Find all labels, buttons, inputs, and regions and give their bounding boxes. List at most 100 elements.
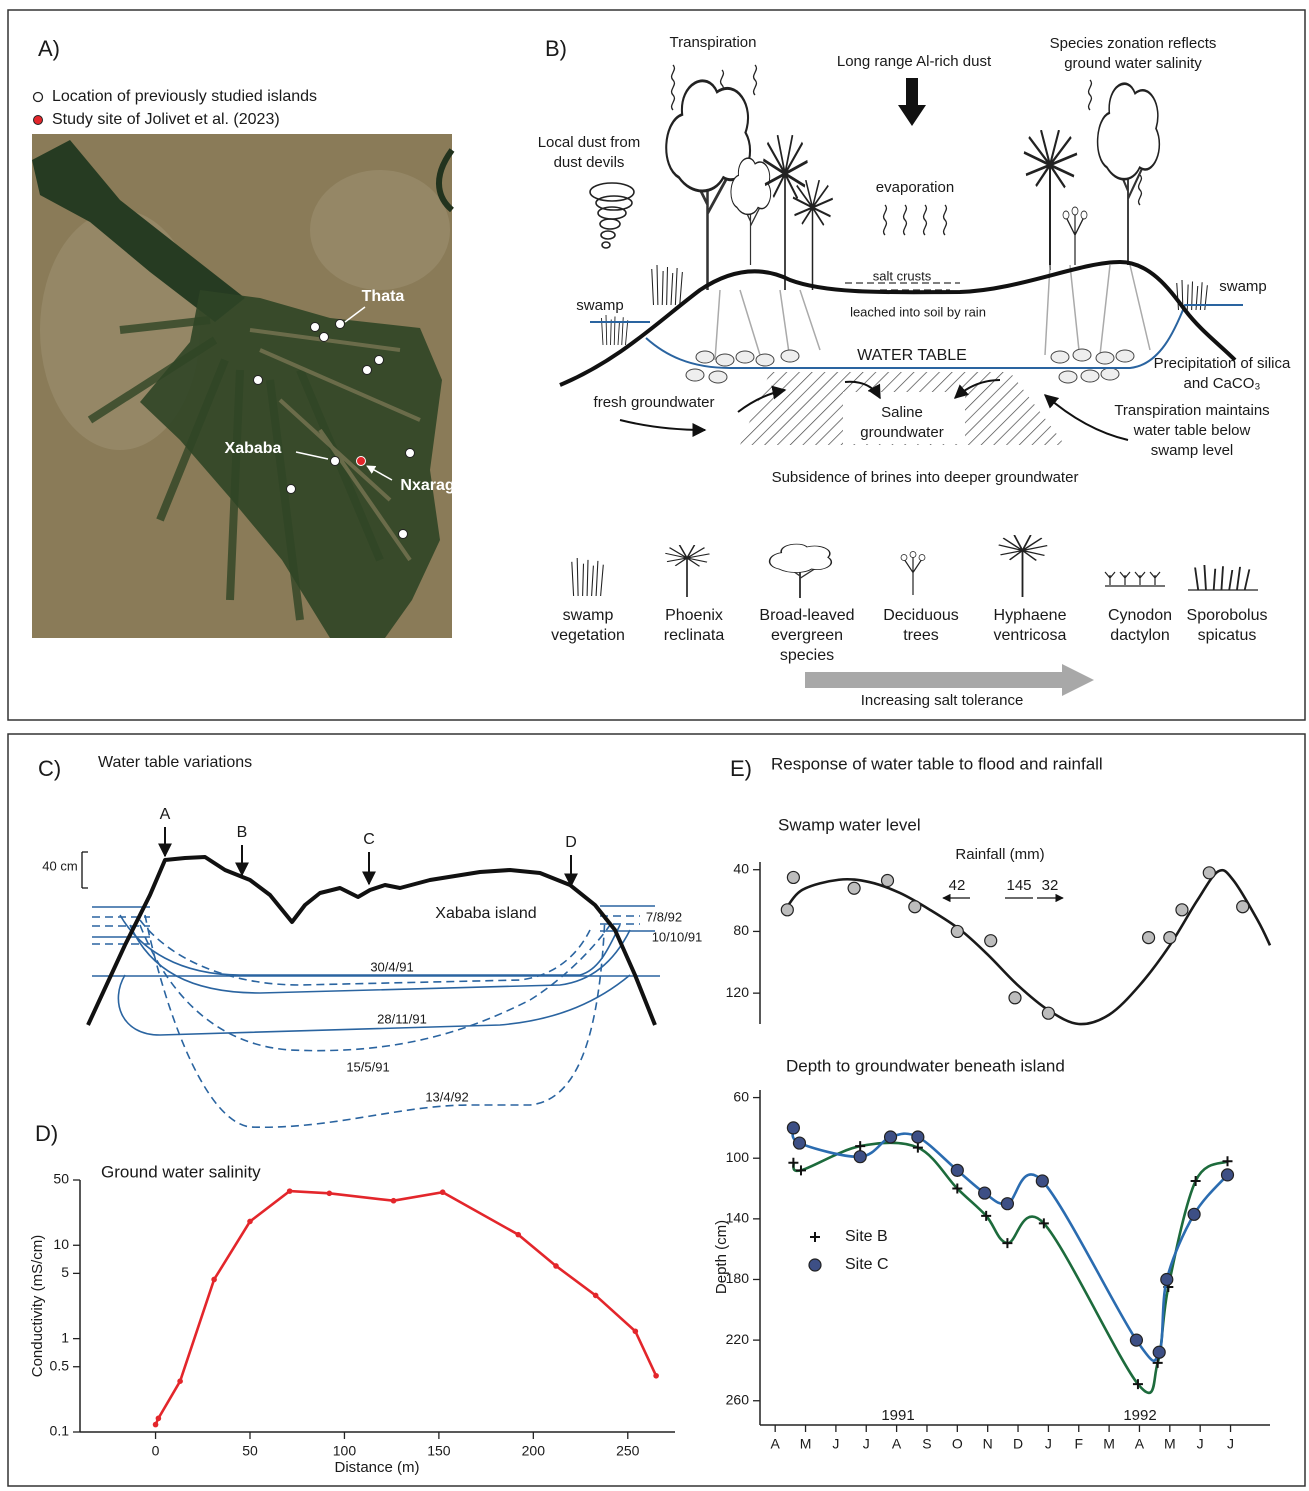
data-point bbox=[1164, 932, 1176, 944]
legend-label: Site B bbox=[845, 1228, 888, 1245]
x-tick-label: 150 bbox=[427, 1443, 451, 1459]
x-tick-label: N bbox=[983, 1436, 993, 1452]
chart-title: Ground water salinity bbox=[101, 1162, 261, 1181]
x-tick-label: A bbox=[1135, 1436, 1145, 1452]
x-tick-label: M bbox=[1103, 1436, 1115, 1452]
satellite-map-part-part bbox=[336, 320, 345, 329]
data-point bbox=[1001, 1198, 1013, 1210]
island-diagram-part-part bbox=[716, 354, 734, 366]
legend-marker bbox=[810, 1232, 820, 1242]
satellite-map-part-part bbox=[320, 333, 329, 342]
y-tick-label: 120 bbox=[726, 984, 750, 1000]
data-point bbox=[1130, 1334, 1142, 1346]
diagram-label: swamp bbox=[576, 297, 624, 314]
x-tick-label: 50 bbox=[242, 1443, 258, 1459]
diagram-label: Species zonation reflects bbox=[1050, 35, 1217, 52]
scale-label: 40 cm bbox=[42, 858, 77, 873]
island-diagram-part-part bbox=[601, 231, 615, 239]
data-point bbox=[985, 935, 997, 947]
figure: A)Location of previously studied islands… bbox=[0, 0, 1309, 1491]
data-point bbox=[1153, 1346, 1165, 1358]
y-tick-label: 40 bbox=[733, 860, 749, 876]
island-diagram-part-part bbox=[686, 369, 704, 381]
data-point bbox=[781, 904, 793, 916]
island-label: Xababa island bbox=[435, 905, 536, 922]
island-diagram-part bbox=[590, 183, 634, 248]
x-tick-label: J bbox=[1045, 1436, 1052, 1452]
diagram-label: groundwater bbox=[860, 424, 943, 441]
site-label: D bbox=[565, 834, 577, 851]
island-diagram-part-part bbox=[709, 371, 727, 383]
island-diagram-part-part bbox=[736, 351, 754, 363]
species-icons-part bbox=[901, 552, 925, 596]
data-point bbox=[1203, 867, 1215, 879]
island-diagram-part-part bbox=[781, 350, 799, 362]
diagram-label: WATER TABLE bbox=[857, 347, 967, 364]
y-tick-label: 260 bbox=[726, 1391, 750, 1407]
diagram-label: dust devils bbox=[554, 154, 625, 171]
island-diagram-part-part bbox=[1073, 349, 1091, 361]
island-diagram-part-part bbox=[1081, 370, 1099, 382]
species-label: dactylon bbox=[1110, 627, 1170, 644]
diagram-label: Increasing salt tolerance bbox=[861, 692, 1024, 709]
island-diagram-part-part bbox=[1059, 371, 1077, 383]
place-label: Xababa bbox=[225, 440, 282, 457]
water-table-profile-part bbox=[92, 906, 660, 1127]
annotation: Rainfall (mm) bbox=[955, 846, 1044, 863]
x-tick-label: J bbox=[1227, 1436, 1234, 1452]
data-point bbox=[327, 1191, 333, 1197]
diagram-label: Local dust from bbox=[538, 134, 641, 151]
island-diagram-part-part bbox=[756, 354, 774, 366]
panel-title: Water table variations bbox=[98, 754, 252, 771]
y-tick-label: 1 bbox=[61, 1329, 69, 1345]
species-label: Sporobolus bbox=[1187, 607, 1268, 624]
data-point bbox=[153, 1422, 159, 1428]
x-tick-label: O bbox=[952, 1436, 963, 1452]
place-label: Thata bbox=[362, 288, 405, 305]
data-point bbox=[653, 1373, 659, 1379]
island-diagram-part-part bbox=[1051, 351, 1069, 363]
data-point bbox=[951, 1164, 963, 1176]
date-label: 30/4/91 bbox=[370, 959, 413, 974]
data-point bbox=[854, 1151, 866, 1163]
diagram-label: swamp bbox=[1219, 278, 1267, 295]
water-table-profile bbox=[82, 827, 660, 1127]
island-diagram-part bbox=[898, 78, 926, 126]
species-label: reclinata bbox=[664, 627, 725, 644]
satellite-map-part-part bbox=[287, 485, 296, 494]
data-point bbox=[788, 1158, 798, 1168]
panel-label: A) bbox=[38, 36, 60, 61]
x-tick-label: A bbox=[771, 1436, 781, 1452]
data-point bbox=[1009, 992, 1021, 1004]
data-point bbox=[787, 871, 799, 883]
species-label: vegetation bbox=[551, 627, 625, 644]
y-tick-label: 0.5 bbox=[50, 1357, 70, 1373]
page: { "panel_a": {"label": "A)", "legend": [… bbox=[0, 0, 1309, 1491]
species-icons-part bbox=[572, 558, 604, 596]
site-label: A bbox=[160, 806, 171, 823]
data-point bbox=[156, 1416, 162, 1422]
data-point bbox=[793, 1137, 805, 1149]
species-label: swamp bbox=[563, 607, 614, 624]
satellite-map-part-part bbox=[399, 530, 408, 539]
satellite-map-part-part bbox=[406, 449, 415, 458]
x-tick-label: J bbox=[832, 1436, 839, 1452]
satellite-map bbox=[32, 93, 482, 639]
data-point bbox=[1143, 932, 1155, 944]
x-tick-label: 200 bbox=[522, 1443, 546, 1459]
panel-label: C) bbox=[38, 756, 61, 781]
data-point bbox=[951, 925, 963, 937]
y-tick-label: 10 bbox=[53, 1236, 69, 1252]
y-tick-label: 5 bbox=[61, 1264, 69, 1280]
island-diagram-part-part bbox=[600, 219, 620, 229]
data-point bbox=[882, 875, 894, 887]
data-point bbox=[855, 1141, 865, 1151]
island-diagram-part-part bbox=[620, 420, 705, 430]
diagram-label: and CaCO₃ bbox=[1184, 375, 1261, 392]
north-label: N bbox=[476, 186, 488, 203]
island-diagram-part-part bbox=[1096, 352, 1114, 364]
satellite-map-part-part bbox=[363, 366, 372, 375]
species-icons-part bbox=[999, 535, 1048, 597]
x-tick-label: J bbox=[863, 1436, 870, 1452]
data-point bbox=[885, 1131, 897, 1143]
